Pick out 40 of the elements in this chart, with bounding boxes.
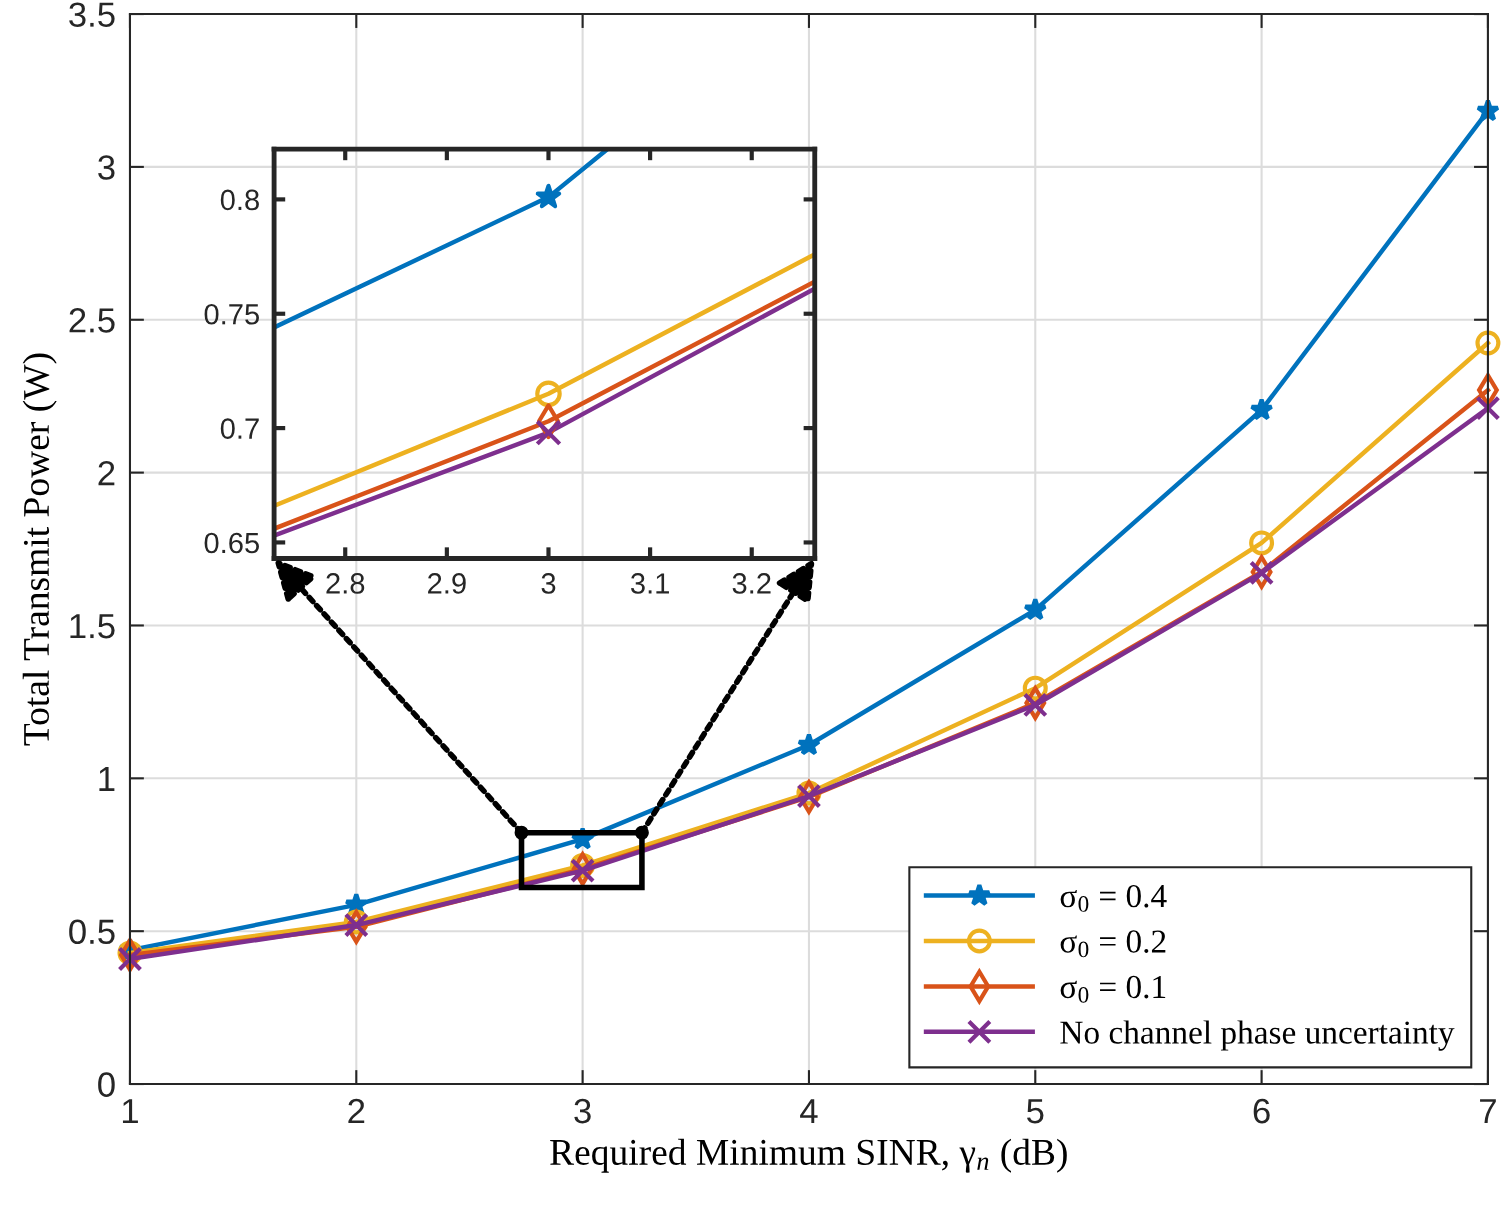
x-tick-label: 3	[574, 1098, 591, 1124]
y-tick-label: 0.5	[69, 919, 115, 945]
point	[1022, 692, 1048, 718]
y-tick-label: 0.8	[220, 189, 259, 211]
x-tick-label: 2.9	[428, 573, 466, 594]
x-tick-label: 7	[1480, 1099, 1496, 1124]
x-tick-label: 3	[541, 573, 556, 594]
y-tick-label: 1	[99, 767, 115, 791]
x-tick-label: 3.2	[732, 573, 771, 594]
point	[117, 946, 143, 972]
point	[1249, 560, 1275, 586]
x-tick-label: 2	[348, 1098, 365, 1124]
point	[570, 858, 596, 884]
point	[796, 732, 821, 756]
point	[1023, 597, 1048, 621]
y-tick-label: 0.65	[204, 532, 259, 554]
legend-label: σ$_{0}$ = 0.4	[1060, 884, 1167, 912]
x-tick-label: 6	[1253, 1098, 1270, 1124]
legend-label: σ$_{0}$ = 0.1	[1060, 975, 1166, 1003]
point	[1249, 397, 1274, 421]
y-axis-title: Total Transmit Power (W)	[22, 353, 57, 746]
point	[1475, 330, 1501, 356]
y-tick-label: 3	[98, 155, 115, 180]
point	[1249, 530, 1275, 556]
legend-label: σ$_{0}$ = 0.2	[1060, 930, 1166, 958]
y-tick-label: 3.5	[69, 2, 115, 27]
point	[1475, 395, 1501, 421]
x-tick-label: 5	[1027, 1099, 1044, 1124]
y-tick-label: 2.5	[69, 308, 115, 333]
legend-label: No channel phase uncertainty	[1060, 1020, 1455, 1051]
x-tick-label: 2.8	[326, 573, 365, 594]
x-tick-label: 3.1	[630, 573, 669, 594]
x-tick-label: 4	[800, 1099, 818, 1124]
x-tick-label: 1	[122, 1099, 138, 1124]
y-tick-label: 0.7	[220, 418, 259, 439]
y-tick-label: 0.75	[204, 303, 259, 325]
x-axis-title: Required Minimum SINR, γ$_{n}$ (dB)	[550, 1138, 1067, 1173]
y-tick-label: 1.5	[70, 614, 115, 639]
y-tick-label: 2	[98, 460, 115, 486]
y-tick-label: 0	[98, 1072, 115, 1097]
